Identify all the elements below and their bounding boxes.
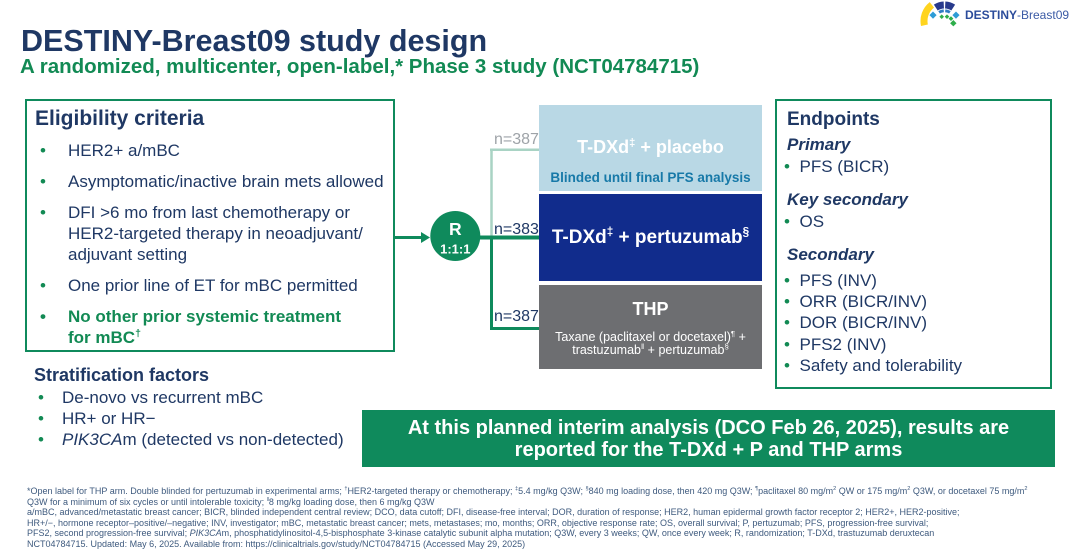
svg-text:R: R	[449, 219, 462, 239]
svg-text:1:1:1: 1:1:1	[440, 242, 470, 257]
